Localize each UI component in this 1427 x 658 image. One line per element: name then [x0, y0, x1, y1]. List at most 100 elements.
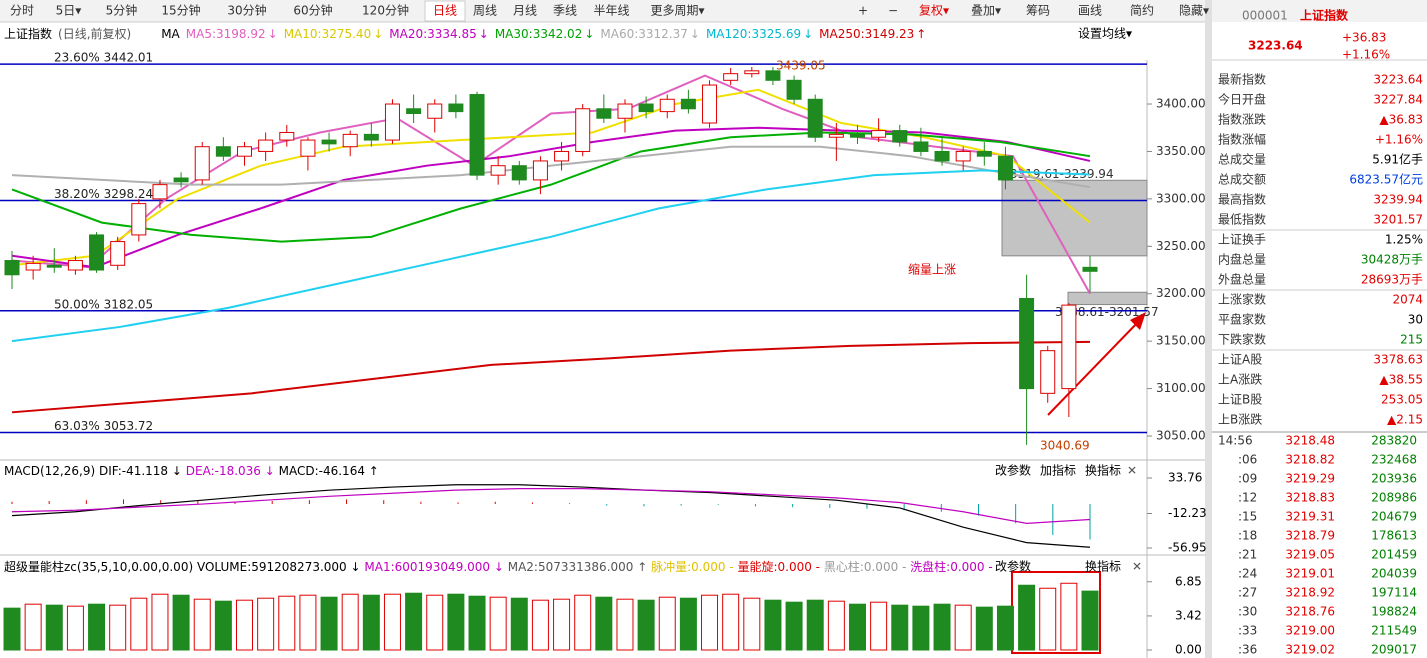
tool-button[interactable]: − — [888, 4, 898, 18]
quote-label: 上A涨跌 — [1218, 372, 1262, 387]
tab[interactable]: 15分钟 — [161, 3, 200, 18]
ma-label: MA30:3342.02 — [495, 27, 583, 41]
tick-time: :36 — [1238, 643, 1257, 657]
ma-label: MA250:3149.23 — [819, 27, 914, 41]
candle-body — [828, 133, 844, 138]
volume-bar — [172, 594, 190, 651]
tool-button[interactable]: 复权▾ — [919, 4, 949, 18]
candle-body — [490, 165, 506, 176]
tick-time: :24 — [1238, 567, 1257, 581]
y-tick-label: 3400.00 — [1156, 97, 1206, 111]
volume-bar — [130, 597, 148, 651]
ma-label: MA10:3275.40 — [284, 27, 372, 41]
candle-body — [955, 150, 971, 162]
candle-body — [237, 146, 253, 157]
quote-value: 5.91亿手 — [1372, 152, 1423, 167]
ma-arrow: ↑ — [916, 27, 926, 41]
ma-arrow: ↓ — [479, 27, 489, 41]
quote-value: 3239.94 — [1373, 193, 1423, 207]
quote-label: 指数涨跌 — [1218, 112, 1266, 127]
tool-button[interactable]: + — [858, 4, 868, 18]
y-tick-label: 3200.00 — [1156, 286, 1206, 300]
tool-button[interactable]: 隐藏▾ — [1179, 4, 1209, 18]
tab[interactable]: 日线 — [433, 4, 457, 18]
chart-header: 上证指数 (日线,前复权) MA MA5:3198.92 ↓ MA10:3275.40 ↓ M… — [4, 26, 926, 41]
tab[interactable]: 分时 — [10, 4, 34, 18]
volume-label: 超级量能柱zc(35,5,10,0.00,0.00) — [4, 559, 197, 574]
candle-body — [89, 234, 105, 271]
close-button[interactable]: ✕ — [1132, 560, 1142, 574]
candle-body — [892, 130, 908, 143]
ma-arrow: ↓ — [690, 27, 700, 41]
tool-button[interactable]: 画线 — [1078, 4, 1102, 18]
annotation: 缩量上涨 — [908, 262, 956, 277]
quote-value: +1.16% — [1375, 133, 1423, 147]
candle-body — [321, 139, 337, 145]
tab[interactable]: 120分钟 — [362, 3, 409, 18]
quote-value: ▲38.55 — [1379, 373, 1423, 387]
volume-bar — [278, 595, 296, 651]
candle-body — [638, 103, 654, 113]
candle-body — [765, 70, 781, 81]
indicator-button[interactable]: 换指标 — [1085, 463, 1121, 478]
quote-label: 外盘总量 — [1218, 272, 1266, 287]
candle-body — [786, 79, 802, 100]
volume-bar — [806, 599, 824, 651]
indicator-button[interactable]: 改参数 — [995, 463, 1031, 478]
indicator-button[interactable]: 换指标 — [1085, 559, 1121, 574]
volume-bar — [320, 596, 338, 651]
indicator-button[interactable]: 改参数 — [995, 559, 1031, 574]
candle-body — [194, 146, 210, 181]
macd-line — [11, 484, 1091, 548]
volume-bar — [1039, 587, 1057, 651]
ma-title: MA — [161, 27, 180, 41]
ma-label: MA60:3312.37 — [600, 27, 688, 41]
volume-label: 洗盘柱:0.000 - — [910, 559, 993, 574]
candle-body — [1082, 266, 1098, 272]
tab[interactable]: 更多周期▾ — [650, 4, 704, 18]
quote-label: 上B涨跌 — [1218, 412, 1262, 427]
tab[interactable]: 季线 — [553, 4, 577, 18]
tick-price: 3219.31 — [1285, 510, 1335, 524]
tick-time: :30 — [1238, 605, 1257, 619]
close-button[interactable]: ✕ — [1127, 464, 1137, 478]
quote-label: 最低指数 — [1218, 212, 1266, 227]
tab[interactable]: 5分钟 — [106, 3, 138, 18]
tick-time: :12 — [1238, 491, 1257, 505]
tab[interactable]: 30分钟 — [227, 3, 266, 18]
tool-button[interactable]: 简约 — [1130, 3, 1154, 18]
y-tick-label: 3.42 — [1175, 608, 1202, 622]
low-label: 3040.69 — [1040, 438, 1090, 452]
tick-volume: 203936 — [1371, 472, 1417, 486]
tab[interactable]: 5日▾ — [56, 4, 82, 18]
tool-button[interactable]: 筹码 — [1026, 4, 1050, 18]
tick-time: :27 — [1238, 586, 1257, 600]
indicator-button[interactable]: 加指标 — [1040, 463, 1076, 478]
volume-bar — [236, 599, 254, 651]
tab[interactable]: 周线 — [473, 4, 497, 18]
tab[interactable]: 60分钟 — [293, 3, 332, 18]
quote-label: 上证A股 — [1218, 353, 1262, 367]
tab[interactable]: 半年线 — [593, 4, 629, 18]
quote-label: 上涨家数 — [1218, 292, 1266, 307]
volume-bar — [45, 604, 63, 651]
tick-volume: 197114 — [1371, 586, 1417, 600]
macd-label: DIF:-41.118 ↓ — [99, 464, 186, 478]
volume-bar — [743, 597, 761, 651]
splitter[interactable] — [1205, 0, 1212, 658]
settings-button[interactable]: 设置均线▾ — [1078, 27, 1132, 41]
volume-bar — [658, 596, 676, 651]
quote-label: 上证B股 — [1218, 393, 1262, 407]
ma-line — [11, 145, 1091, 189]
ma-line — [11, 340, 1091, 414]
candle-body — [997, 155, 1013, 181]
tool-button[interactable]: 叠加▾ — [971, 4, 1001, 18]
tick-time: :06 — [1238, 453, 1257, 467]
candle-body — [532, 160, 548, 181]
change: +36.83 — [1342, 31, 1386, 45]
tick-price: 3218.83 — [1285, 491, 1335, 505]
ma-arrow: ↓ — [268, 27, 278, 41]
tab[interactable]: 月线 — [513, 4, 537, 18]
volume-bar — [214, 600, 232, 651]
tick-price: 3219.00 — [1285, 624, 1335, 638]
